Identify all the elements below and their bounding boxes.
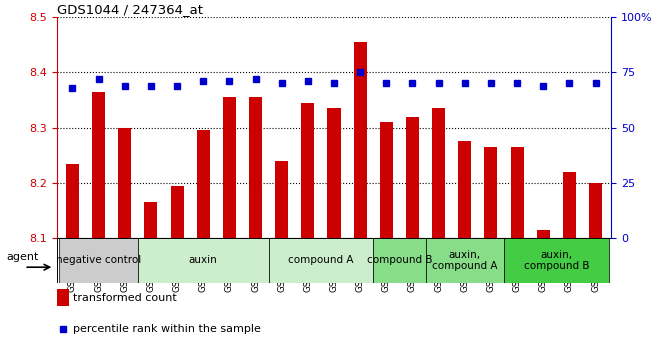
Bar bbox=[563, 172, 576, 238]
Bar bbox=[118, 128, 132, 238]
Bar bbox=[380, 122, 393, 238]
Bar bbox=[269, 238, 373, 283]
Bar bbox=[301, 103, 315, 238]
Bar bbox=[432, 108, 445, 238]
Bar bbox=[66, 164, 79, 238]
Text: compound B: compound B bbox=[367, 256, 432, 265]
Bar bbox=[223, 97, 236, 238]
Bar bbox=[327, 108, 341, 238]
Bar bbox=[510, 147, 524, 238]
Bar bbox=[589, 183, 602, 238]
Text: transformed count: transformed count bbox=[73, 293, 177, 303]
Text: auxin,
compound B: auxin, compound B bbox=[524, 250, 589, 271]
Text: auxin: auxin bbox=[189, 256, 218, 265]
Text: agent: agent bbox=[7, 252, 39, 262]
Bar bbox=[57, 289, 69, 306]
Bar bbox=[144, 202, 158, 238]
Text: percentile rank within the sample: percentile rank within the sample bbox=[73, 324, 261, 334]
Bar bbox=[536, 230, 550, 238]
Bar bbox=[426, 238, 504, 283]
Bar bbox=[249, 97, 262, 238]
Bar bbox=[170, 186, 184, 238]
Text: auxin,
compound A: auxin, compound A bbox=[432, 250, 498, 271]
Bar bbox=[406, 117, 419, 238]
Bar bbox=[92, 92, 105, 238]
Bar bbox=[458, 141, 472, 238]
Bar bbox=[275, 161, 288, 238]
Text: GDS1044 / 247364_at: GDS1044 / 247364_at bbox=[57, 3, 203, 16]
Bar bbox=[484, 147, 498, 238]
Bar bbox=[138, 238, 269, 283]
Bar bbox=[196, 130, 210, 238]
Bar bbox=[373, 238, 426, 283]
Bar bbox=[504, 238, 609, 283]
Bar bbox=[353, 42, 367, 238]
Bar bbox=[59, 238, 138, 283]
Text: compound A: compound A bbox=[288, 256, 353, 265]
Text: negative control: negative control bbox=[56, 256, 141, 265]
